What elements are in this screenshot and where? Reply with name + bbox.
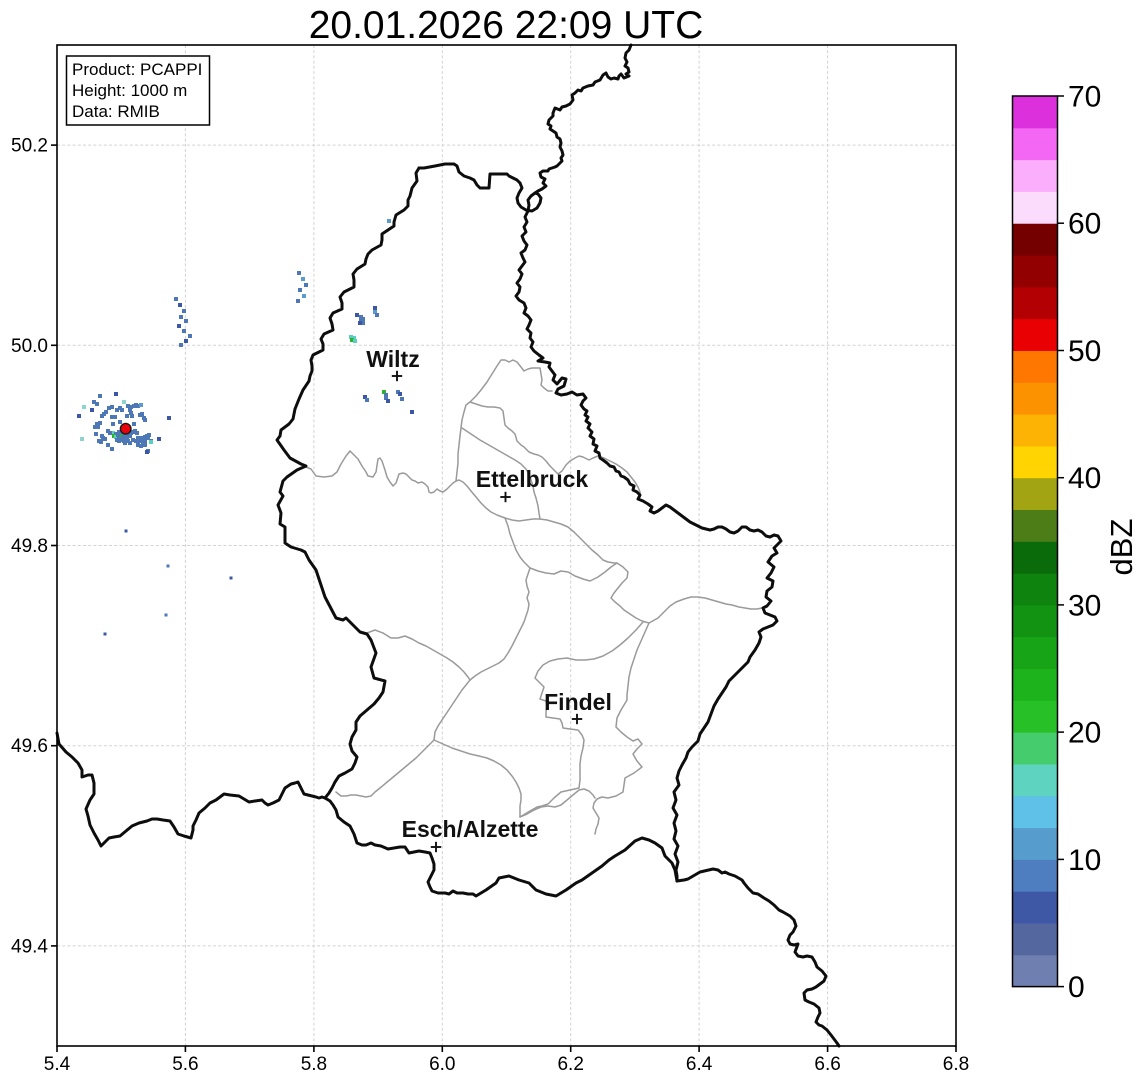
svg-text:30: 30	[1068, 589, 1101, 622]
svg-text:49.6: 49.6	[11, 736, 48, 757]
svg-text:50: 50	[1068, 335, 1101, 368]
svg-text:60: 60	[1068, 208, 1101, 241]
svg-text:20.01.2026 22:09 UTC: 20.01.2026 22:09 UTC	[309, 4, 704, 47]
svg-text:20: 20	[1068, 717, 1101, 750]
svg-text:50.0: 50.0	[11, 336, 48, 357]
svg-text:Ettelbruck: Ettelbruck	[476, 466, 589, 492]
svg-text:Wiltz: Wiltz	[366, 346, 419, 372]
svg-text:49.8: 49.8	[11, 536, 48, 557]
svg-text:6.0: 6.0	[429, 1054, 455, 1075]
svg-text:6.4: 6.4	[686, 1054, 713, 1075]
svg-text:5.6: 5.6	[172, 1054, 198, 1075]
svg-text:dBZ: dBZ	[1104, 519, 1139, 576]
svg-text:0: 0	[1068, 971, 1085, 1004]
svg-text:70: 70	[1068, 81, 1101, 114]
svg-text:40: 40	[1068, 462, 1101, 495]
svg-text:5.4: 5.4	[44, 1054, 71, 1075]
svg-text:50.2: 50.2	[11, 136, 48, 157]
svg-text:Esch/Alzette: Esch/Alzette	[402, 816, 539, 842]
svg-text:Data: RMIB: Data: RMIB	[72, 102, 160, 121]
svg-text:6.2: 6.2	[557, 1054, 583, 1075]
svg-text:6.6: 6.6	[814, 1054, 840, 1075]
svg-text:Findel: Findel	[544, 689, 612, 715]
svg-text:49.4: 49.4	[11, 936, 48, 957]
svg-text:10: 10	[1068, 844, 1101, 877]
svg-text:Height: 1000 m: Height: 1000 m	[72, 81, 187, 100]
svg-text:5.8: 5.8	[301, 1054, 327, 1075]
svg-text:Product: PCAPPI: Product: PCAPPI	[72, 60, 202, 79]
svg-text:6.8: 6.8	[943, 1054, 969, 1075]
